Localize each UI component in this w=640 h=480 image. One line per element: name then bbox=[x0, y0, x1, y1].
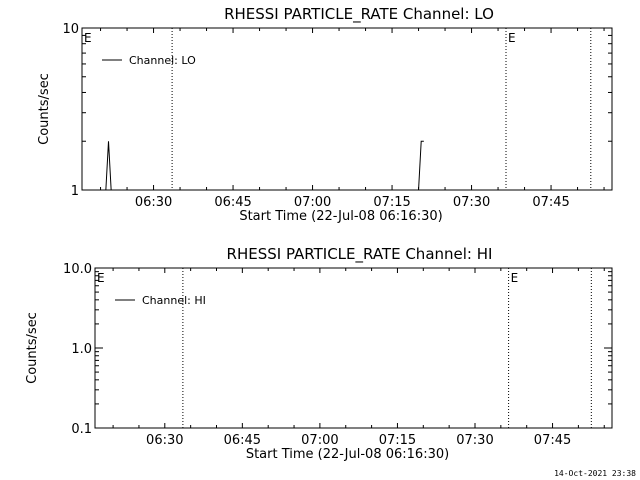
series-line bbox=[418, 140, 424, 191]
y-tick-label: 10 bbox=[62, 22, 79, 37]
x-tick-label: 06:45 bbox=[214, 195, 251, 210]
x-tick-label: 07:45 bbox=[532, 195, 569, 210]
x-axis: 06:30 06:45 07:00 07:15 07:30 07:45 Start Time… bbox=[100, 28, 605, 224]
x-axis: 06:30 06:45 07:00 07:15 07:30 07:45 Start Time… bbox=[112, 268, 605, 462]
x-tick-label: 06:30 bbox=[135, 195, 172, 210]
plot-frame bbox=[94, 267, 613, 429]
y-tick-label: 1 bbox=[71, 184, 79, 199]
event-marker-label: E bbox=[97, 271, 105, 285]
x-tick-label: 07:30 bbox=[456, 433, 493, 448]
chart-title: RHESSI PARTICLE_RATE Channel: HI bbox=[227, 245, 493, 264]
y-tick-label: 0.1 bbox=[71, 422, 92, 437]
x-tick-label: 07:00 bbox=[301, 433, 338, 448]
event-marker-label: E bbox=[84, 31, 92, 45]
x-tick-label: 07:15 bbox=[373, 195, 410, 210]
event-marker-label: E bbox=[511, 271, 519, 285]
series-line bbox=[105, 141, 112, 191]
chart-title: RHESSI PARTICLE_RATE Channel: LO bbox=[224, 5, 494, 24]
x-axis-label: Start Time (22-Jul-08 06:16:30) bbox=[246, 447, 449, 462]
x-axis-label: Start Time (22-Jul-08 06:16:30) bbox=[239, 209, 442, 224]
x-tick-label: 07:00 bbox=[294, 195, 331, 210]
y-axis-label: Counts/sec bbox=[25, 312, 40, 384]
plot-frame bbox=[81, 27, 613, 191]
event-marker-label: E bbox=[508, 31, 516, 45]
y-tick-label: 10.0 bbox=[63, 262, 92, 277]
y-axis: 1 10 Counts/sec bbox=[37, 22, 612, 199]
x-tick-label: 06:30 bbox=[146, 433, 183, 448]
x-tick-label: 06:45 bbox=[224, 433, 261, 448]
legend-entry: Channel: LO bbox=[129, 54, 196, 67]
legend-entry: Channel: HI bbox=[142, 294, 206, 307]
y-axis: 0.1 1.0 10.0 Counts/sec bbox=[25, 262, 612, 437]
y-axis-label: Counts/sec bbox=[37, 73, 52, 145]
x-tick-label: 07:30 bbox=[453, 195, 490, 210]
x-tick-label: 07:45 bbox=[534, 433, 571, 448]
y-tick-label: 1.0 bbox=[71, 342, 92, 357]
x-tick-label: 07:15 bbox=[379, 433, 416, 448]
footer-timestamp: 14-Oct-2021 23:38 bbox=[554, 469, 636, 478]
